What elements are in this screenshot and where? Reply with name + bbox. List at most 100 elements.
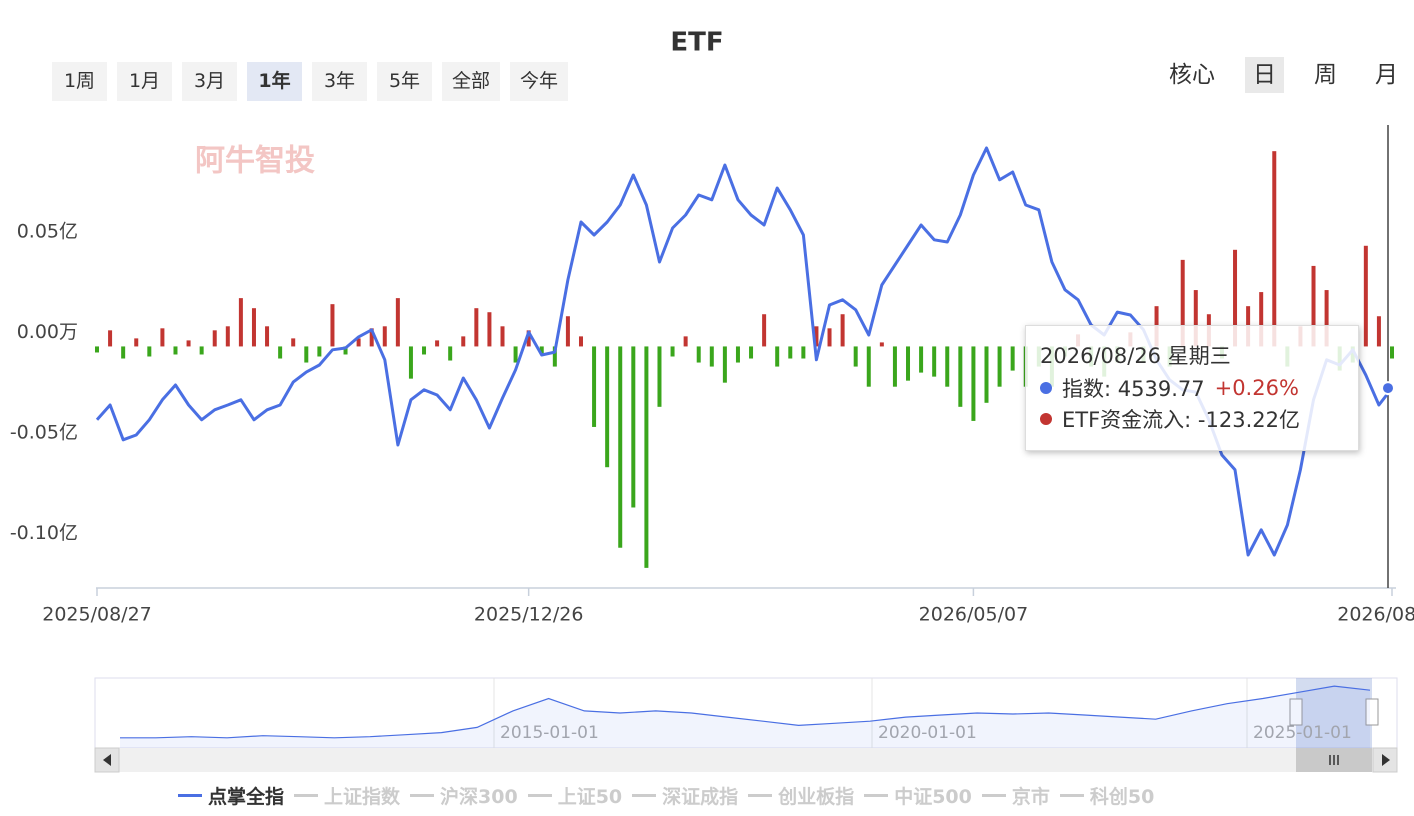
legend-label: 上证指数 (324, 786, 401, 808)
legend-label: 科创50 (1089, 786, 1155, 808)
bar (539, 346, 544, 355)
bar (278, 346, 283, 359)
y-tick-label: -0.05亿 (10, 422, 78, 444)
range-button[interactable]: 3月 (182, 62, 237, 101)
legend-swatch (632, 794, 657, 797)
period-button[interactable]: 周 (1314, 62, 1337, 88)
bar (422, 346, 427, 355)
tooltip-dot (1040, 381, 1052, 394)
bar (487, 312, 492, 347)
bar (251, 308, 256, 347)
bar (395, 298, 400, 347)
bar (827, 328, 832, 347)
bar (552, 346, 557, 367)
bar (1390, 346, 1394, 359)
bar (631, 346, 636, 508)
index-option[interactable]: 京市 (981, 782, 1050, 809)
x-tick-label: 2025/12/26 (474, 604, 584, 626)
x-tick-label: 2025/08/27 (42, 604, 152, 626)
range-button[interactable]: 5年 (377, 62, 432, 101)
bar (95, 346, 99, 353)
index-option[interactable]: 点掌全指 (178, 782, 284, 809)
legend-swatch (527, 794, 552, 797)
tooltip-date: 2026/08/26 星期三 (1040, 344, 1231, 368)
bar (735, 346, 740, 363)
tooltip: 2026/08/26 星期三 指数: 4539.77 +0.26% ETF资金流… (1025, 325, 1359, 451)
bar (238, 298, 243, 347)
legend-label: 京市 (1011, 786, 1050, 808)
bar (121, 346, 126, 359)
index-option[interactable]: 中证500 (864, 782, 972, 809)
period-button[interactable]: 月 (1375, 62, 1398, 88)
navigator-handle[interactable] (1289, 698, 1303, 726)
legend-swatch (294, 794, 319, 797)
scrollbar (95, 748, 1397, 772)
bar (565, 316, 570, 347)
bar (1272, 151, 1277, 347)
bar (225, 326, 230, 347)
legend-swatch (1059, 794, 1084, 797)
legend-label: 创业板指 (778, 786, 855, 808)
legend-label: 沪深300 (440, 786, 518, 808)
bar (657, 346, 662, 407)
period-button[interactable]: 核心 (1169, 62, 1215, 88)
bar (879, 342, 884, 347)
x-tick-label: 2026/05/07 (919, 604, 1029, 626)
bar (513, 346, 518, 363)
bar (147, 346, 152, 357)
bar (108, 330, 113, 347)
index-option[interactable]: 深证成指 (632, 782, 738, 809)
legend-label: 点掌全指 (208, 786, 285, 808)
bar (186, 340, 191, 347)
legend-swatch (748, 794, 773, 797)
bar (382, 326, 387, 347)
index-option[interactable]: 创业板指 (748, 782, 854, 809)
navigator-window[interactable] (1296, 678, 1372, 748)
index-option[interactable]: 上证50 (527, 782, 622, 809)
bar (984, 346, 989, 403)
range-button[interactable]: 全部 (442, 62, 501, 101)
bar (762, 314, 767, 347)
bar (801, 346, 806, 359)
bar (369, 328, 374, 347)
range-button[interactable]: 1年 (247, 62, 302, 101)
legend-swatch (178, 794, 202, 797)
bar (1010, 346, 1015, 371)
bar (500, 326, 505, 347)
bar (919, 346, 924, 373)
index-option[interactable]: 科创50 (1059, 782, 1155, 809)
cursor-point (1381, 381, 1395, 396)
bar (1180, 259, 1185, 347)
range-button[interactable]: 1周 (52, 62, 107, 101)
tooltip-text: ETF资金流入: -123.22亿 (1062, 407, 1300, 432)
bar (853, 346, 858, 367)
navigator-line (120, 685, 1371, 739)
range-button[interactable]: 3年 (312, 62, 367, 101)
bar (696, 346, 701, 363)
legend-label: 深证成指 (662, 786, 739, 808)
bar (958, 346, 963, 407)
bar (212, 330, 217, 347)
bar (618, 346, 623, 548)
bar (1363, 245, 1368, 347)
range-button[interactable]: 今年 (510, 62, 569, 101)
legend-swatch (981, 794, 1006, 797)
navigator-handle[interactable] (1365, 698, 1379, 726)
y-tick-label: 0.05亿 (17, 220, 78, 242)
index-option[interactable]: 沪深300 (410, 782, 518, 809)
bar (1324, 290, 1329, 347)
bar (722, 346, 727, 383)
period-button[interactable]: 日 (1245, 57, 1284, 93)
bar (945, 346, 950, 387)
range-button[interactable]: 1月 (117, 62, 172, 101)
tooltip-text: 指数: 4539.77 (1062, 376, 1205, 401)
tooltip-change: +0.26% (1214, 375, 1299, 400)
index-option[interactable]: 上证指数 (294, 782, 400, 809)
arrow-right (1382, 754, 1390, 766)
bar (605, 346, 610, 468)
bar (997, 346, 1002, 387)
bar (749, 346, 754, 359)
bar (317, 346, 322, 357)
bar (265, 326, 270, 347)
